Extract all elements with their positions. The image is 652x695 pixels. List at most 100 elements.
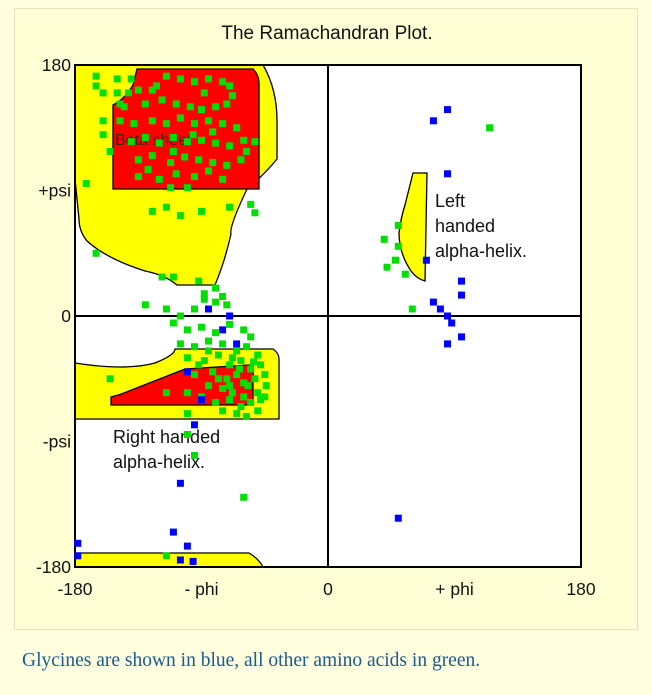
- glycine-point: [458, 277, 465, 285]
- residue-point: [226, 142, 234, 150]
- glycine-point: [191, 421, 198, 429]
- residue-point: [223, 100, 231, 108]
- right-helix-label-line1: Right handed: [113, 427, 220, 447]
- residue-point: [155, 139, 163, 147]
- residue-point: [183, 389, 191, 397]
- residue-point: [99, 117, 107, 125]
- residue-point: [191, 371, 198, 379]
- residue-point: [214, 375, 222, 383]
- beta-sheet-label: Beta sheet: [115, 132, 192, 149]
- residue-point: [198, 106, 205, 114]
- glycine-point: [219, 326, 227, 334]
- residue-point: [212, 139, 220, 147]
- axis-tick-labels: -180 - phi 0 + phi 180 180 +psi 0 -psi -180: [36, 55, 596, 599]
- glycine-point: [205, 305, 212, 313]
- residue-point: [214, 351, 222, 359]
- residue-point: [254, 389, 262, 397]
- residue-point: [172, 100, 180, 108]
- glycine-point: [74, 552, 82, 560]
- residue-point: [212, 103, 220, 111]
- residue-point: [394, 221, 402, 229]
- residue-point: [233, 371, 241, 379]
- residue-point: [219, 175, 227, 183]
- residue-point: [233, 347, 241, 355]
- residue-point: [92, 72, 100, 80]
- residue-point: [198, 136, 205, 144]
- residue-point: [226, 396, 234, 404]
- residue-point: [183, 431, 191, 438]
- glycine-point: [429, 117, 437, 125]
- glycine-point: [183, 368, 191, 376]
- glycine-point: [436, 305, 444, 313]
- residue-point: [223, 161, 231, 169]
- residue-point: [144, 166, 152, 174]
- residue-point: [401, 270, 409, 278]
- residue-point: [212, 329, 220, 337]
- residue-point: [158, 273, 166, 281]
- residue-point: [183, 138, 191, 146]
- glycine-point: [198, 396, 205, 404]
- glycine-point: [394, 514, 402, 522]
- residue-point: [226, 203, 234, 211]
- residue-point: [162, 203, 170, 211]
- glycine-point: [444, 340, 451, 348]
- residue-point: [223, 375, 231, 383]
- residue-point: [261, 371, 269, 379]
- residue-point: [155, 175, 163, 183]
- residue-point: [240, 326, 248, 334]
- residue-point: [247, 399, 255, 406]
- residue-point: [169, 319, 177, 327]
- residue-point: [148, 207, 156, 215]
- residue-point: [183, 410, 191, 418]
- residue-point: [237, 403, 245, 411]
- glycine-point: [429, 298, 437, 306]
- residue-point: [205, 347, 212, 355]
- residue-point: [408, 305, 416, 313]
- residue-point: [200, 89, 208, 97]
- residue-point: [116, 100, 124, 108]
- residue-point: [205, 382, 212, 390]
- residue-point: [247, 365, 255, 373]
- residue-point: [219, 385, 227, 392]
- figure-caption: Glycines are shown in blue, all other am…: [22, 650, 481, 671]
- y-tick-label: 180: [42, 55, 71, 75]
- data-points: [74, 72, 494, 565]
- residue-point: [261, 393, 269, 401]
- residue-point: [141, 134, 149, 141]
- residue-point: [195, 277, 203, 285]
- residue-point: [191, 343, 198, 351]
- residue-point: [148, 117, 156, 125]
- y-tick-label: 0: [61, 306, 71, 326]
- residue-point: [134, 156, 142, 164]
- residue-point: [99, 89, 107, 97]
- residue-point: [148, 86, 156, 94]
- residue-point: [254, 407, 262, 415]
- alpha-left-allowed-region: [398, 172, 428, 282]
- residue-point: [148, 152, 156, 160]
- residue-point: [243, 148, 250, 155]
- residue-point: [134, 86, 142, 94]
- residue-point: [247, 200, 255, 208]
- residue-point: [219, 407, 227, 415]
- residue-point: [172, 170, 180, 178]
- plot-border: [74, 64, 582, 568]
- residue-point: [236, 365, 243, 373]
- residue-point: [191, 78, 198, 86]
- residue-point: [176, 212, 184, 220]
- chart-title: The Ramachandran Plot.: [221, 23, 432, 44]
- residue-point: [162, 305, 170, 313]
- residue-point: [380, 235, 388, 243]
- residue-point: [106, 148, 114, 155]
- x-tick-label: -180: [57, 579, 92, 599]
- residue-point: [191, 120, 198, 128]
- residue-point: [183, 354, 191, 362]
- glycine-point: [444, 312, 451, 320]
- residue-point: [130, 120, 138, 128]
- residue-point: [120, 103, 128, 111]
- glycine-point: [176, 556, 184, 564]
- residue-point: [226, 382, 234, 390]
- residue-point: [223, 301, 231, 309]
- residue-point: [219, 340, 227, 348]
- figure-panel: The Ramachandran Plot. Beta sheet Left h…: [14, 8, 638, 630]
- residue-point: [141, 301, 149, 309]
